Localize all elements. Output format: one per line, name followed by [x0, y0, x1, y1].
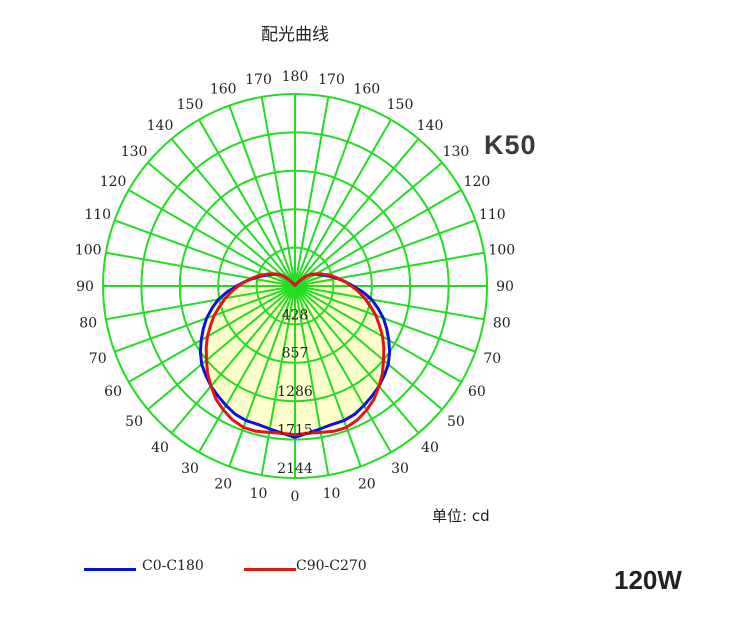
- grid-spoke-130-right: [294, 161, 443, 287]
- grid-spoke-50-right: [294, 285, 443, 411]
- angle-tick-label: 30: [391, 461, 409, 477]
- grid-spoke-170-left: [260, 96, 296, 287]
- angle-tick-label: 90: [496, 279, 514, 295]
- angle-tick-label: 40: [421, 440, 439, 456]
- radial-tick-label: 2144: [277, 461, 313, 477]
- grid-spoke-20-left: [228, 285, 296, 467]
- legend-swatch-c90-c270: [244, 568, 296, 571]
- radial-tick-label: 857: [282, 346, 309, 362]
- angle-tick-label: 110: [84, 207, 111, 223]
- grid-spoke-40-left: [170, 285, 296, 434]
- angle-tick-label: 160: [210, 82, 237, 98]
- radial-tick-label: 1715: [277, 423, 313, 439]
- angle-tick-label: 20: [358, 476, 376, 492]
- legend-swatch-c0-c180: [84, 568, 136, 571]
- grid-spoke-30-right: [294, 285, 392, 453]
- angle-tick-label: 70: [483, 351, 501, 367]
- grid-spoke-170-right: [294, 96, 330, 287]
- angle-tick-label: 80: [493, 316, 511, 332]
- grid-spoke-160-left: [228, 105, 296, 287]
- angle-tick-label: 50: [125, 414, 143, 430]
- grid-spoke-100-right: [294, 251, 485, 287]
- legend-label-c90-c270: C90-C270: [296, 558, 367, 574]
- grid-spoke-20-right: [294, 285, 362, 467]
- angle-tick-label: 160: [353, 82, 380, 98]
- angle-tick-label: 170: [245, 72, 272, 88]
- grid-spoke-80-right: [294, 285, 485, 321]
- grid-spoke-10-right: [294, 285, 330, 476]
- angle-tick-label: 30: [181, 461, 199, 477]
- angle-tick-label: 180: [282, 69, 309, 85]
- grid-spoke-150-right: [294, 119, 392, 287]
- angle-tick-label: 170: [318, 72, 345, 88]
- grid-spoke-70-right: [294, 285, 476, 353]
- grid-spoke-60-right: [294, 285, 462, 383]
- angle-tick-label: 150: [177, 97, 204, 113]
- angle-tick-label: 40: [151, 440, 169, 456]
- radial-tick-label: 1286: [277, 384, 313, 400]
- grid-spoke-50-left: [147, 285, 296, 411]
- grid-spoke-120-right: [294, 189, 462, 287]
- model-label: K50: [484, 130, 537, 160]
- grid-spoke-60-left: [128, 285, 296, 383]
- angle-tick-label: 70: [89, 351, 107, 367]
- grid-spoke-140-right: [294, 138, 420, 287]
- angle-tick-label: 50: [447, 414, 465, 430]
- angle-tick-label: 10: [250, 486, 268, 502]
- chart-title: 配光曲线: [261, 25, 329, 45]
- grid-spoke-100-left: [105, 251, 296, 287]
- angle-tick-label: 130: [443, 144, 470, 160]
- angle-tick-label: 20: [214, 476, 232, 492]
- grid-spoke-10-left: [260, 285, 296, 476]
- grid-spoke-150-left: [198, 119, 296, 287]
- grid-spoke-40-right: [294, 285, 420, 434]
- grid-spoke-80-left: [105, 285, 296, 321]
- angle-tick-label: 0: [291, 489, 300, 505]
- radial-tick-label: 428: [282, 307, 309, 323]
- angle-tick-label: 150: [387, 97, 414, 113]
- grid-spoke-140-left: [170, 138, 296, 287]
- angle-tick-label: 90: [76, 279, 94, 295]
- angle-tick-label: 60: [104, 384, 122, 400]
- angle-tick-label: 120: [100, 174, 127, 190]
- angle-tick-label: 60: [468, 384, 486, 400]
- power-label: 120W: [614, 565, 682, 595]
- angle-tick-label: 80: [79, 316, 97, 332]
- grid-spoke-160-right: [294, 105, 362, 287]
- angle-tick-label: 140: [147, 118, 174, 134]
- unit-label: 单位: cd: [432, 507, 490, 525]
- grid-spoke-30-left: [198, 285, 296, 453]
- grid-spoke-70-left: [114, 285, 296, 353]
- grid-spoke-130-left: [147, 161, 296, 287]
- angle-tick-label: 100: [488, 243, 515, 259]
- grid-spoke-120-left: [128, 189, 296, 287]
- angle-tick-label: 100: [75, 243, 102, 259]
- angle-tick-label: 140: [417, 118, 444, 134]
- angle-tick-label: 10: [323, 486, 341, 502]
- legend-label-c0-c180: C0-C180: [142, 558, 204, 574]
- series-curve-c90-c270: [204, 272, 386, 437]
- angle-tick-label: 110: [479, 207, 506, 223]
- angle-tick-label: 130: [121, 144, 148, 160]
- angle-tick-label: 120: [464, 174, 491, 190]
